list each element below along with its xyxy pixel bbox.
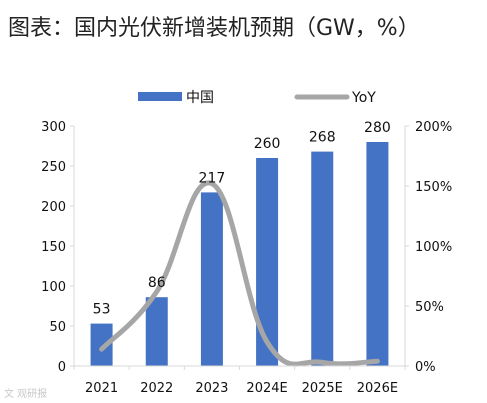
bar-2021 (90, 323, 113, 366)
legend-label-china: 中国 (186, 90, 214, 106)
legend-swatch-china (138, 92, 182, 101)
y-left-tick-label: 150 (41, 240, 66, 255)
data-label-2025E: 268 (309, 130, 336, 146)
yoy-series (99, 180, 380, 367)
y-left-tick-label: 0 (58, 360, 66, 375)
data-label-2026E: 280 (364, 120, 391, 136)
y-right-tick-label: 150% (415, 180, 452, 195)
y-right-tick-label: 50% (415, 300, 444, 315)
x-tick-label: 2026E (357, 381, 398, 396)
y-left-tick-label: 250 (41, 160, 66, 175)
y-left-tick-label: 200 (41, 200, 66, 215)
yoy-line (99, 180, 380, 367)
data-label-2022: 86 (148, 275, 166, 291)
bar-2024E (256, 158, 279, 366)
y-right-tick-label: 0% (415, 360, 436, 375)
chart-title: 图表：国内光伏新增装机预期（GW，%） (8, 16, 420, 41)
data-label-2024E: 260 (254, 136, 281, 152)
y-left-tick-label: 50 (49, 320, 66, 335)
x-tick-label: 2024E (246, 381, 287, 396)
bar-series (90, 142, 389, 366)
x-tick-label: 2023 (195, 381, 228, 396)
data-labels: 53 86 217 260 268 280 (93, 120, 391, 318)
bar-2025E (311, 151, 334, 366)
bar-2022 (145, 297, 168, 366)
legend-label-yoy: YoY (351, 90, 376, 106)
x-tick-label: 2021 (85, 381, 118, 396)
x-tick-label: 2025E (302, 381, 343, 396)
y-right-tick-label: 100% (415, 240, 452, 255)
legend: 中国 YoY (138, 90, 376, 106)
x-tick-label: 2022 (140, 381, 173, 396)
y-right-tick-label: 200% (415, 120, 452, 135)
bar-2026E (366, 142, 389, 366)
data-label-2021: 53 (93, 302, 111, 318)
axes: 0 50 100 150 200 250 300 0% 50% 100% 150% 200% 2021 2… (41, 120, 452, 396)
y-left-tick-label: 100 (41, 280, 66, 295)
data-label-2023: 217 (199, 170, 226, 186)
watermark: 文 观研报 (4, 389, 48, 400)
y-left-tick-label: 300 (41, 120, 66, 135)
bar-2023 (200, 192, 223, 366)
